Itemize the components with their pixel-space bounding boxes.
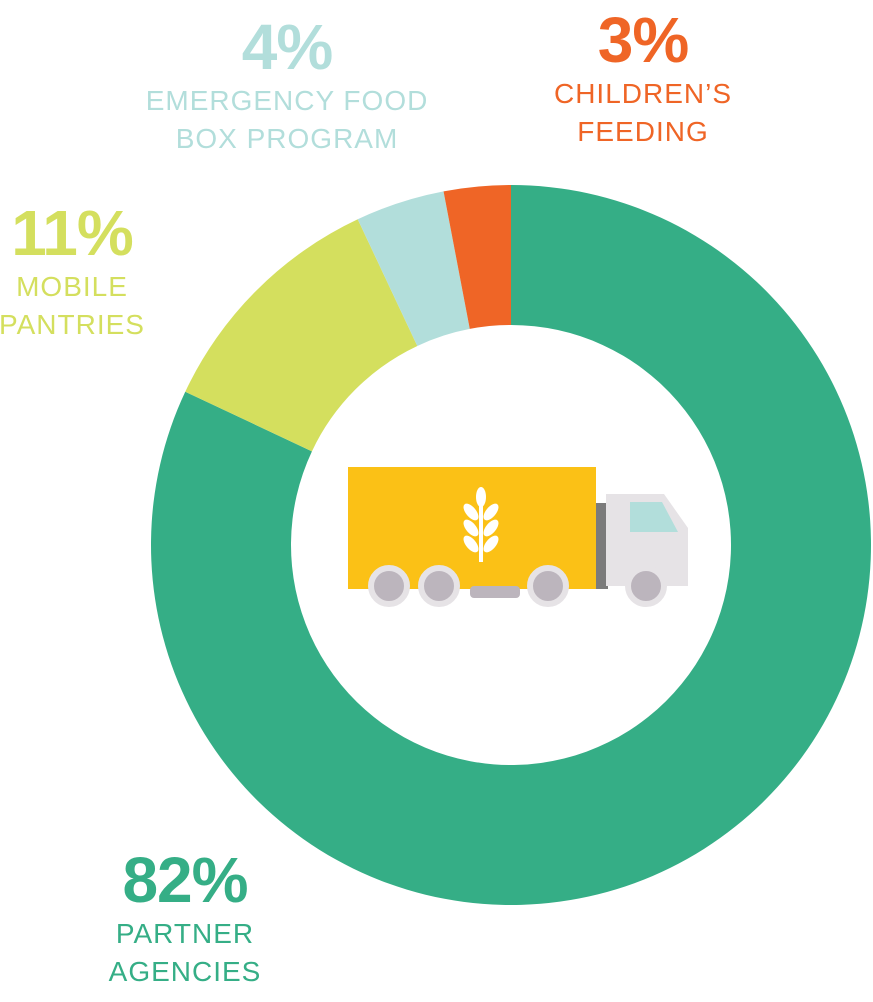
- truck-window: [630, 502, 678, 532]
- donut-segment: [185, 219, 418, 452]
- donut-segment: [151, 185, 871, 906]
- segment-label: 4% EMERGENCY FOOD BOX PROGRAM: [117, 12, 457, 158]
- category-label: PARTNER AGENCIES: [108, 918, 262, 987]
- segment-label: 3% CHILDREN’S FEEDING: [518, 5, 768, 151]
- segment-label: 82% PARTNER AGENCIES: [75, 845, 295, 991]
- donut-segment: [357, 191, 470, 346]
- truck-bar: [470, 586, 520, 598]
- category-label: EMERGENCY FOOD BOX PROGRAM: [145, 85, 429, 154]
- truck-icon: [348, 467, 688, 607]
- truck-wheels: [368, 565, 667, 607]
- value-label: 82%: [122, 844, 248, 916]
- segment-label: 11% MOBILE PANTRIES: [0, 198, 172, 344]
- value-label: 4%: [241, 11, 334, 83]
- value-label: 3%: [597, 4, 690, 76]
- category-label: MOBILE PANTRIES: [0, 271, 145, 340]
- value-label: 11%: [11, 197, 134, 269]
- donut-segment: [443, 185, 511, 329]
- category-label: CHILDREN’S FEEDING: [553, 78, 733, 147]
- truck-joint: [596, 503, 608, 589]
- donut: [151, 185, 871, 906]
- wheat-icon: [463, 487, 499, 562]
